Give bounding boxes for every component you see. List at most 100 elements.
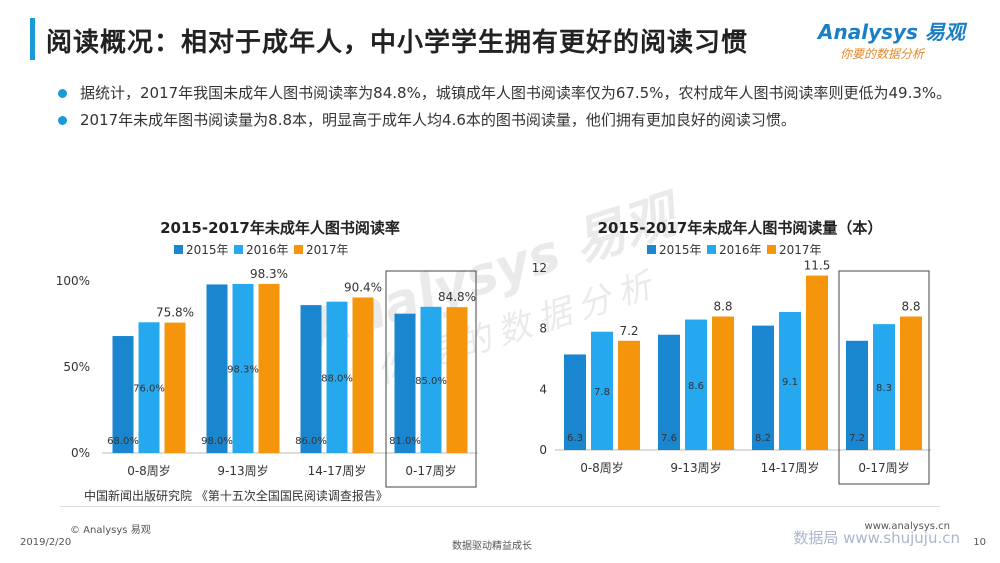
data-label: 88.0% (321, 373, 353, 384)
page-title: 阅读概况：相对于成年人，中小学学生拥有更好的阅读习惯 (46, 28, 749, 58)
bullet-dot-icon (58, 116, 67, 125)
bar (112, 336, 134, 453)
data-label: 8.2 (755, 433, 771, 444)
legend-swatch (647, 245, 656, 254)
data-label: 8.6 (688, 381, 704, 392)
legend-swatch (294, 245, 303, 254)
legend-swatch (174, 245, 183, 254)
x-tick-label: 0-17周岁 (405, 463, 456, 478)
data-label: 98.3% (250, 267, 288, 281)
legend-swatch (234, 245, 243, 254)
bar (258, 283, 280, 453)
bullet-text: 2017年未成年图书阅读量为8.8本，明显高于成年人均4.6本的图书阅读量，他们… (80, 111, 796, 129)
x-tick-label: 0-8周岁 (580, 460, 624, 475)
legend-label: 2017年 (779, 243, 822, 257)
bullet-dot-icon (58, 89, 67, 98)
data-label: 90.4% (344, 281, 382, 295)
legend-label: 2016年 (246, 243, 289, 257)
logo-brand: Analysys 易观 (818, 20, 965, 44)
y-tick-label: 0 (539, 443, 547, 457)
highlight-box (385, 270, 477, 488)
footer-copyright: © Analysys 易观 (70, 525, 151, 536)
bar (591, 331, 613, 450)
bar (138, 322, 160, 453)
legend-swatch (767, 245, 776, 254)
bar (352, 297, 374, 453)
footer-slogan: 数据驱动精益成长 (452, 541, 532, 552)
data-label: 85.0% (415, 376, 447, 387)
data-label: 81.0% (389, 436, 421, 447)
footer-url: www.analysys.cn (864, 521, 950, 532)
data-label: 9.1 (782, 377, 798, 388)
legend-label: 2016年 (719, 243, 762, 257)
bar (846, 340, 868, 450)
data-label: 98.0% (201, 436, 233, 447)
x-tick-label: 0-8周岁 (127, 463, 171, 478)
bullet-item: 2017年未成年图书阅读量为8.8本，明显高于成年人均4.6本的图书阅读量，他们… (58, 107, 958, 134)
bar (326, 301, 348, 453)
x-tick-label: 9-13周岁 (670, 460, 721, 475)
data-label: 86.0% (295, 436, 327, 447)
bar (658, 334, 680, 450)
bar (779, 311, 801, 450)
data-source: 中国新闻出版研究院 《第十五次全国国民阅读调查报告》 (84, 489, 388, 503)
highlight-box (838, 270, 930, 485)
bar (873, 324, 895, 450)
reading-rate-chart: 2015-2017年未成年人图书阅读率 2015年 2016年 2017年 0% 50% 1… (40, 205, 480, 488)
data-label: 75.8% (156, 306, 194, 320)
bar (300, 305, 322, 453)
legend-label: 2015年 (659, 243, 702, 257)
legend-swatch (707, 245, 716, 254)
x-tick-label: 9-13周岁 (217, 463, 268, 478)
data-label: 6.3 (567, 433, 583, 444)
bar (712, 316, 734, 450)
data-label: 8.8 (901, 300, 920, 314)
y-tick-label: 0% (71, 446, 90, 460)
footer-date: 2019/2/20 (20, 537, 72, 548)
footer-divider (60, 506, 940, 507)
data-label: 98.3% (227, 364, 259, 375)
legend-label: 2015年 (186, 243, 229, 257)
x-tick-label: 14-17周岁 (308, 463, 367, 478)
y-tick-label: 12 (532, 261, 547, 275)
bar (752, 325, 774, 450)
title-accent-bar (30, 18, 35, 60)
y-tick-label: 4 (539, 382, 547, 396)
data-label: 8.8 (713, 300, 732, 314)
page-number: 10 (973, 537, 986, 548)
data-label: 11.5 (804, 259, 831, 273)
x-tick-label: 14-17周岁 (761, 460, 820, 475)
site-watermark: 数据局 www.shujuju.cn (793, 529, 960, 547)
chart-title: 2015-2017年未成年人图书阅读率 (160, 219, 400, 237)
chart-title: 2015-2017年未成年人图书阅读量（本） (598, 219, 883, 237)
data-label: 68.0% (107, 436, 139, 447)
bar (394, 313, 416, 453)
reading-rate-chart-svg: 2015-2017年未成年人图书阅读率 2015年 2016年 2017年 0% 50% 1… (56, 219, 478, 488)
y-tick-label: 8 (539, 322, 547, 336)
bar (232, 283, 254, 453)
bullet-item: 据统计，2017年我国未成年人图书阅读率为84.8%，城镇成年人图书阅读率仅为6… (58, 80, 958, 107)
bar (618, 340, 640, 450)
y-tick-label: 50% (63, 360, 90, 374)
bullet-text: 据统计，2017年我国未成年人图书阅读率为84.8%，城镇成年人图书阅读率仅为6… (80, 84, 952, 102)
summary-bullets: 据统计，2017年我国未成年人图书阅读率为84.8%，城镇成年人图书阅读率仅为6… (58, 80, 958, 134)
bar (685, 319, 707, 450)
data-label: 84.8% (438, 290, 476, 304)
bar (206, 284, 228, 453)
bar (564, 354, 586, 450)
y-tick-label: 100% (56, 274, 90, 288)
data-label: 8.3 (876, 383, 892, 394)
reading-volume-chart: 2015-2017年未成年人图书阅读量（本） 2015年 2016年 2017年 0 4 8… (515, 205, 965, 485)
data-label: 7.6 (661, 433, 677, 444)
bar (420, 306, 442, 453)
brand-logo: Analysys 易观 你要的数据分析 (818, 16, 978, 66)
bar (806, 275, 828, 450)
data-label: 7.2 (619, 324, 638, 338)
data-label: 76.0% (133, 384, 165, 395)
bar (900, 316, 922, 450)
reading-volume-chart-svg: 2015-2017年未成年人图书阅读量（本） 2015年 2016年 2017年 0 4 8… (532, 219, 931, 485)
bar (446, 307, 468, 453)
data-label: 7.2 (849, 433, 865, 444)
x-tick-label: 0-17周岁 (858, 460, 909, 475)
bar (164, 322, 186, 453)
